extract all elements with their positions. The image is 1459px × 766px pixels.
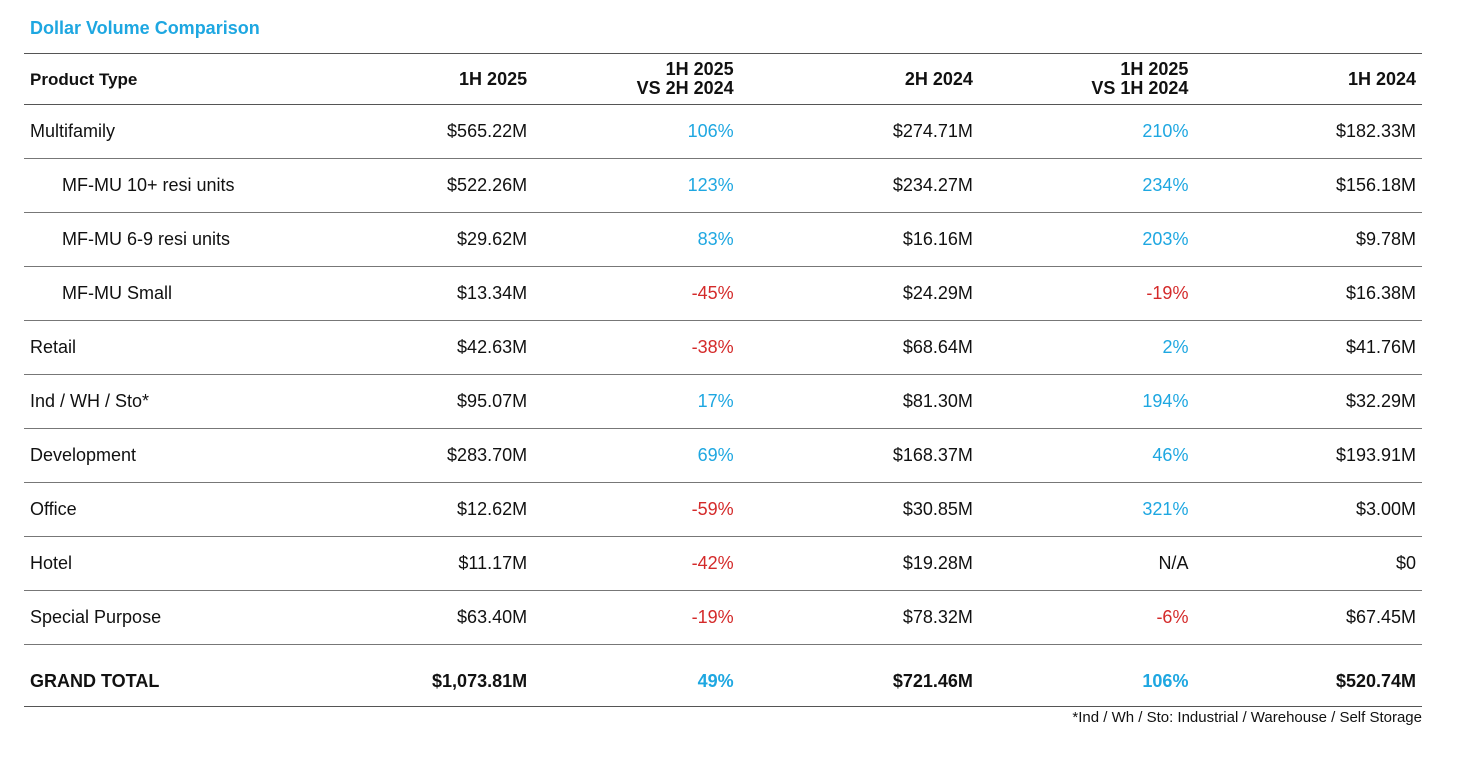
cell-1h-2025: $565.22M — [447, 121, 528, 141]
cell-1h-2024: $16.38M — [1345, 283, 1416, 303]
total-vs-2h-2024: 49% — [697, 671, 734, 691]
table-row: Multifamily $565.22M 106% $274.71M 210% $182.… — [24, 105, 1422, 159]
table-row: Special Purpose $63.40M -19% $78.32M -6% $67.… — [24, 591, 1422, 645]
header-line: VS 1H 2024 — [1091, 78, 1189, 98]
cell-1h-2024: $193.91M — [1335, 445, 1416, 465]
cell-vs-1h-2024: 210% — [1142, 121, 1189, 141]
cell-vs-2h-2024: -42% — [691, 553, 734, 573]
cell-1h-2025: $12.62M — [457, 499, 528, 519]
cell-vs-2h-2024: -19% — [691, 607, 734, 627]
cell-2h-2024: $78.32M — [902, 607, 973, 627]
table-body: Multifamily $565.22M 106% $274.71M 210% $182.… — [24, 105, 1422, 707]
header-line: 1H 2025 — [1120, 59, 1189, 79]
table-row: MF-MU 6-9 resi units $29.62M 83% $16.16M 203… — [24, 213, 1422, 267]
cell-2h-2024: $68.64M — [902, 337, 973, 357]
cell-1h-2024: $182.33M — [1335, 121, 1416, 141]
cell-vs-1h-2024: N/A — [1158, 553, 1189, 573]
cell-1h-2024: $67.45M — [1345, 607, 1416, 627]
row-label: Ind / WH / Sto* — [30, 391, 150, 411]
cell-1h-2025: $11.17M — [458, 553, 528, 573]
cell-1h-2024: $32.29M — [1345, 391, 1416, 411]
cell-2h-2024: $274.71M — [892, 121, 973, 141]
cell-2h-2024: $24.29M — [902, 283, 973, 303]
table-row: Ind / WH / Sto* $95.07M 17% $81.30M 194% $32.… — [24, 375, 1422, 429]
row-label: Office — [30, 499, 77, 519]
cell-vs-2h-2024: -45% — [691, 283, 734, 303]
row-label: Special Purpose — [30, 607, 162, 627]
cell-vs-2h-2024: 17% — [697, 391, 734, 411]
cell-vs-1h-2024: 46% — [1152, 445, 1189, 465]
row-label: Hotel — [30, 553, 73, 573]
table-header-row: Product Type 1H 2025 1H 2025 VS 2H 2024 … — [24, 53, 1422, 105]
row-label: Multifamily — [30, 121, 116, 141]
row-label: MF-MU 6-9 resi units — [62, 229, 231, 249]
cell-1h-2024: $3.00M — [1355, 499, 1416, 519]
cell-2h-2024: $16.16M — [902, 229, 973, 249]
cell-vs-2h-2024: -38% — [691, 337, 734, 357]
header-1h2025-vs-1h2024: 1H 2025 VS 1H 2024 — [979, 54, 1195, 105]
total-label: GRAND TOTAL — [30, 671, 160, 691]
cell-2h-2024: $234.27M — [892, 175, 973, 195]
table-row: MF-MU 10+ resi units $522.26M 123% $234.27M… — [24, 159, 1422, 213]
cell-1h-2025: $42.63M — [457, 337, 528, 357]
total-2h-2024: $721.46M — [892, 671, 973, 691]
cell-1h-2025: $283.70M — [447, 445, 528, 465]
total-1h-2024: $520.74M — [1335, 671, 1416, 691]
page-title: Dollar Volume Comparison — [30, 18, 260, 38]
cell-2h-2024: $168.37M — [892, 445, 973, 465]
cell-1h-2025: $95.07M — [457, 391, 528, 411]
cell-1h-2025: $522.26M — [447, 175, 528, 195]
cell-2h-2024: $19.28M — [902, 553, 973, 573]
table-row: Hotel $11.17M -42% $19.28M N/A $0 — [24, 537, 1422, 591]
cell-1h-2024: $156.18M — [1335, 175, 1416, 195]
dollar-volume-table: Product Type 1H 2025 1H 2025 VS 2H 2024 … — [24, 53, 1422, 707]
cell-vs-2h-2024: 69% — [697, 445, 734, 465]
cell-1h-2024: $0 — [1395, 553, 1416, 573]
header-line: VS 2H 2024 — [636, 78, 734, 98]
header-1h-2024: 1H 2024 — [1347, 68, 1416, 89]
cell-1h-2025: $13.34M — [457, 283, 528, 303]
table-row: MF-MU Small $13.34M -45% $24.29M -19% $16.38M — [24, 267, 1422, 321]
grand-total-row: GRAND TOTAL $1,073.81M 49% $721.46M 106% $520… — [24, 645, 1422, 707]
cell-vs-2h-2024: 123% — [687, 175, 734, 195]
cell-vs-1h-2024: 194% — [1142, 391, 1189, 411]
row-label: Retail — [30, 337, 77, 357]
cell-1h-2024: $9.78M — [1355, 229, 1416, 249]
row-label: MF-MU Small — [62, 283, 172, 303]
header-1h-2025: 1H 2025 — [459, 68, 528, 89]
cell-1h-2024: $41.76M — [1345, 337, 1416, 357]
cell-vs-1h-2024: -19% — [1146, 283, 1189, 303]
header-2h-2024: 2H 2024 — [904, 68, 973, 89]
total-vs-1h-2024: 106% — [1142, 671, 1189, 691]
header-line: 1H 2025 — [665, 59, 734, 79]
cell-vs-1h-2024: 321% — [1142, 499, 1189, 519]
cell-vs-2h-2024: -59% — [691, 499, 734, 519]
header-product-type: Product Type — [30, 69, 138, 89]
table-row: Development $283.70M 69% $168.37M 46% $193.91… — [24, 429, 1422, 483]
cell-vs-1h-2024: 234% — [1142, 175, 1189, 195]
table-row: Retail $42.63M -38% $68.64M 2% $41.76M — [24, 321, 1422, 375]
table-row: Office $12.62M -59% $30.85M 321% $3.00M — [24, 483, 1422, 537]
total-1h-2025: $1,073.81M — [432, 671, 528, 691]
cell-1h-2025: $63.40M — [457, 607, 528, 627]
cell-2h-2024: $81.30M — [902, 391, 973, 411]
cell-vs-1h-2024: -6% — [1156, 607, 1189, 627]
cell-vs-2h-2024: 83% — [697, 229, 734, 249]
cell-vs-1h-2024: 2% — [1162, 337, 1189, 357]
footnote: *Ind / Wh / Sto: Industrial / Warehouse … — [1072, 709, 1422, 726]
row-label: MF-MU 10+ resi units — [62, 175, 235, 195]
cell-vs-2h-2024: 106% — [687, 121, 734, 141]
row-label: Development — [30, 445, 137, 465]
cell-2h-2024: $30.85M — [902, 499, 973, 519]
header-1h2025-vs-2h2024: 1H 2025 VS 2H 2024 — [533, 54, 740, 105]
cell-1h-2025: $29.62M — [457, 229, 528, 249]
cell-vs-1h-2024: 203% — [1142, 229, 1189, 249]
